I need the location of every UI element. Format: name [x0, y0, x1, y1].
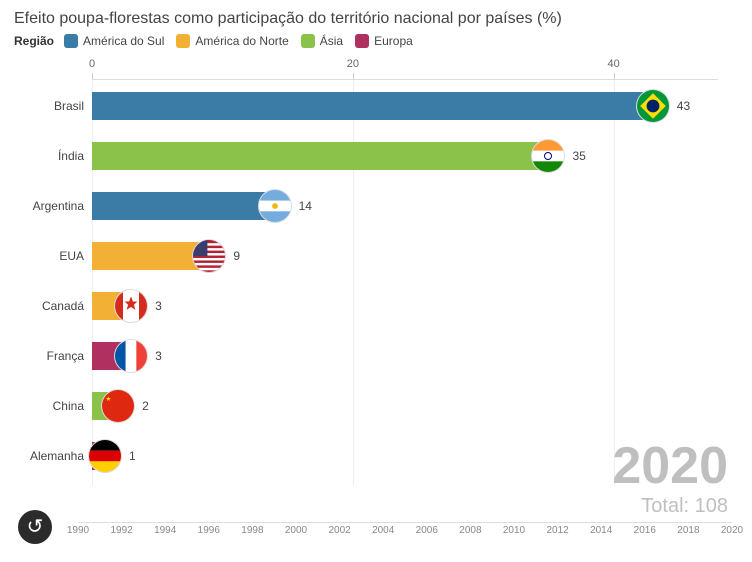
bottom-tick: 1998 [241, 525, 263, 536]
legend-swatch [64, 34, 78, 48]
bottom-tick: 1994 [154, 525, 176, 536]
top-tick: 40 [608, 58, 620, 70]
value-label: 35 [572, 149, 585, 163]
bottom-tick: 2018 [677, 525, 699, 536]
legend-swatch [301, 34, 315, 48]
bottom-axis: 1990199219941996199820002002200420062008… [78, 522, 732, 538]
legend-swatch [176, 34, 190, 48]
bottom-tick: 2010 [503, 525, 525, 536]
bottom-tick: 2016 [634, 525, 656, 536]
bar[interactable] [92, 142, 548, 170]
bar-row: China2 [92, 386, 718, 426]
chart-area: 0 20 40 Brasil43 Índia35 Argentina14 EUA9 Cana… [92, 56, 718, 486]
flag-icon [114, 289, 148, 323]
country-label: Índia [58, 149, 92, 163]
value-label: 2 [142, 399, 149, 413]
value-label: 3 [155, 349, 162, 363]
country-label: Alemanha [30, 449, 92, 463]
value-label: 9 [233, 249, 240, 263]
country-label: China [53, 399, 92, 413]
bar-row: Canadá3 [92, 286, 718, 326]
flag-icon [531, 139, 565, 173]
top-tick: 0 [89, 58, 95, 70]
top-axis: 0 20 40 [92, 56, 718, 80]
bar-row: EUA9 [92, 236, 718, 276]
bar-row: Brasil43 [92, 86, 718, 126]
bottom-tick: 2008 [459, 525, 481, 536]
value-label: 43 [677, 99, 690, 113]
value-label: 14 [299, 199, 312, 213]
flag-icon [192, 239, 226, 273]
country-label: Brasil [54, 99, 92, 113]
chart-title: Efeito poupa-florestas como participação… [14, 10, 738, 28]
legend-item-2[interactable]: Ásia [301, 34, 343, 48]
bottom-tick: 2020 [721, 525, 743, 536]
replay-icon: ↺ [27, 517, 44, 537]
country-label: Canadá [42, 299, 92, 313]
bar-row: Índia35 [92, 136, 718, 176]
bottom-tick: 2002 [328, 525, 350, 536]
replay-button[interactable]: ↺ [18, 510, 52, 544]
total-watermark: Total: 108 [641, 495, 728, 518]
bottom-tick: 2012 [546, 525, 568, 536]
flag-icon [258, 189, 292, 223]
top-tick-line [92, 73, 93, 79]
country-label: Argentina [33, 199, 92, 213]
top-tick-line [353, 73, 354, 79]
flag-icon [88, 439, 122, 473]
legend-text: Europa [374, 34, 413, 48]
flag-icon [101, 389, 135, 423]
legend-text: Ásia [320, 34, 343, 48]
bottom-tick: 2000 [285, 525, 307, 536]
flag-icon [636, 89, 670, 123]
value-label: 3 [155, 299, 162, 313]
bottom-tick: 2014 [590, 525, 612, 536]
legend-item-0[interactable]: América do Sul [64, 34, 164, 48]
bottom-tick: 1990 [67, 525, 89, 536]
legend-item-1[interactable]: América do Norte [176, 34, 288, 48]
legend-label: Região [14, 34, 54, 48]
bar-row: França3 [92, 336, 718, 376]
legend-text: América do Norte [195, 34, 288, 48]
bottom-tick: 2004 [372, 525, 394, 536]
bottom-tick: 1996 [198, 525, 220, 536]
country-label: EUA [59, 249, 92, 263]
bottom-tick: 1992 [110, 525, 132, 536]
legend-text: América do Sul [83, 34, 164, 48]
year-watermark: 2020 [612, 436, 728, 496]
bars-zone: Brasil43 Índia35 Argentina14 EUA9 Canadá3 Fra… [92, 80, 718, 486]
top-tick: 20 [347, 58, 359, 70]
bottom-tick: 2006 [416, 525, 438, 536]
legend-swatch [355, 34, 369, 48]
top-tick-line [614, 73, 615, 79]
bar[interactable] [92, 192, 275, 220]
flag-icon [114, 339, 148, 373]
bar[interactable] [92, 92, 653, 120]
legend-item-3[interactable]: Europa [355, 34, 413, 48]
value-label: 1 [129, 449, 136, 463]
bar-row: Argentina14 [92, 186, 718, 226]
country-label: França [47, 349, 92, 363]
legend: Região América do Sul América do Norte Ási… [14, 34, 738, 48]
